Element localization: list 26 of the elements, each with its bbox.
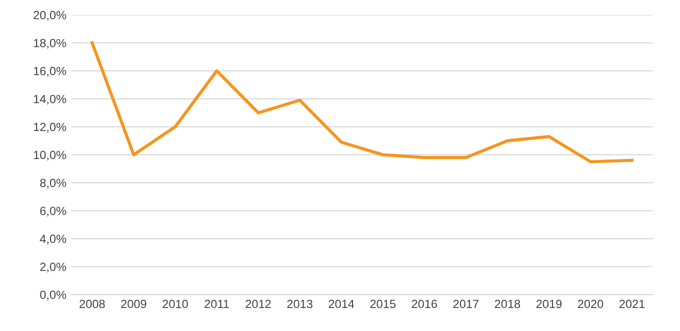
- y-tick-label: 10,0%: [34, 150, 66, 161]
- y-tick-label: 12,0%: [34, 122, 66, 133]
- y-tick-label: 2,0%: [40, 262, 66, 272]
- x-tick-label: 2015: [370, 300, 396, 308]
- x-tick-label: 2014: [328, 300, 354, 308]
- x-tick-label: 2021: [620, 300, 645, 308]
- y-tick-label: 6,0%: [40, 206, 66, 216]
- y-tick-label: 14,0%: [34, 94, 66, 105]
- x-tick-label: 2012: [246, 300, 271, 308]
- y-tick-label: 4,0%: [40, 234, 66, 244]
- x-tick-label: 2009: [121, 300, 146, 308]
- x-tick-label: 2018: [494, 300, 520, 308]
- x-tick-label: 2020: [578, 300, 604, 308]
- x-tick-label: 2008: [80, 300, 105, 308]
- y-tick-label: 16,0%: [34, 66, 66, 77]
- x-tick-label: 2016: [412, 300, 438, 308]
- x-tick-label: 2013: [287, 300, 312, 308]
- x-tick-label: 2011: [204, 300, 229, 308]
- x-tick-label: 2019: [536, 300, 562, 308]
- y-tick-label: 18,0%: [34, 38, 66, 49]
- x-tick-label: 2017: [453, 300, 478, 308]
- y-tick-label: 20,0%: [34, 10, 66, 21]
- y-tick-label: 0,0%: [40, 290, 66, 300]
- y-tick-label: 8,0%: [40, 178, 66, 188]
- x-tick-label: 2010: [162, 300, 188, 308]
- line-series: [90, 41, 634, 164]
